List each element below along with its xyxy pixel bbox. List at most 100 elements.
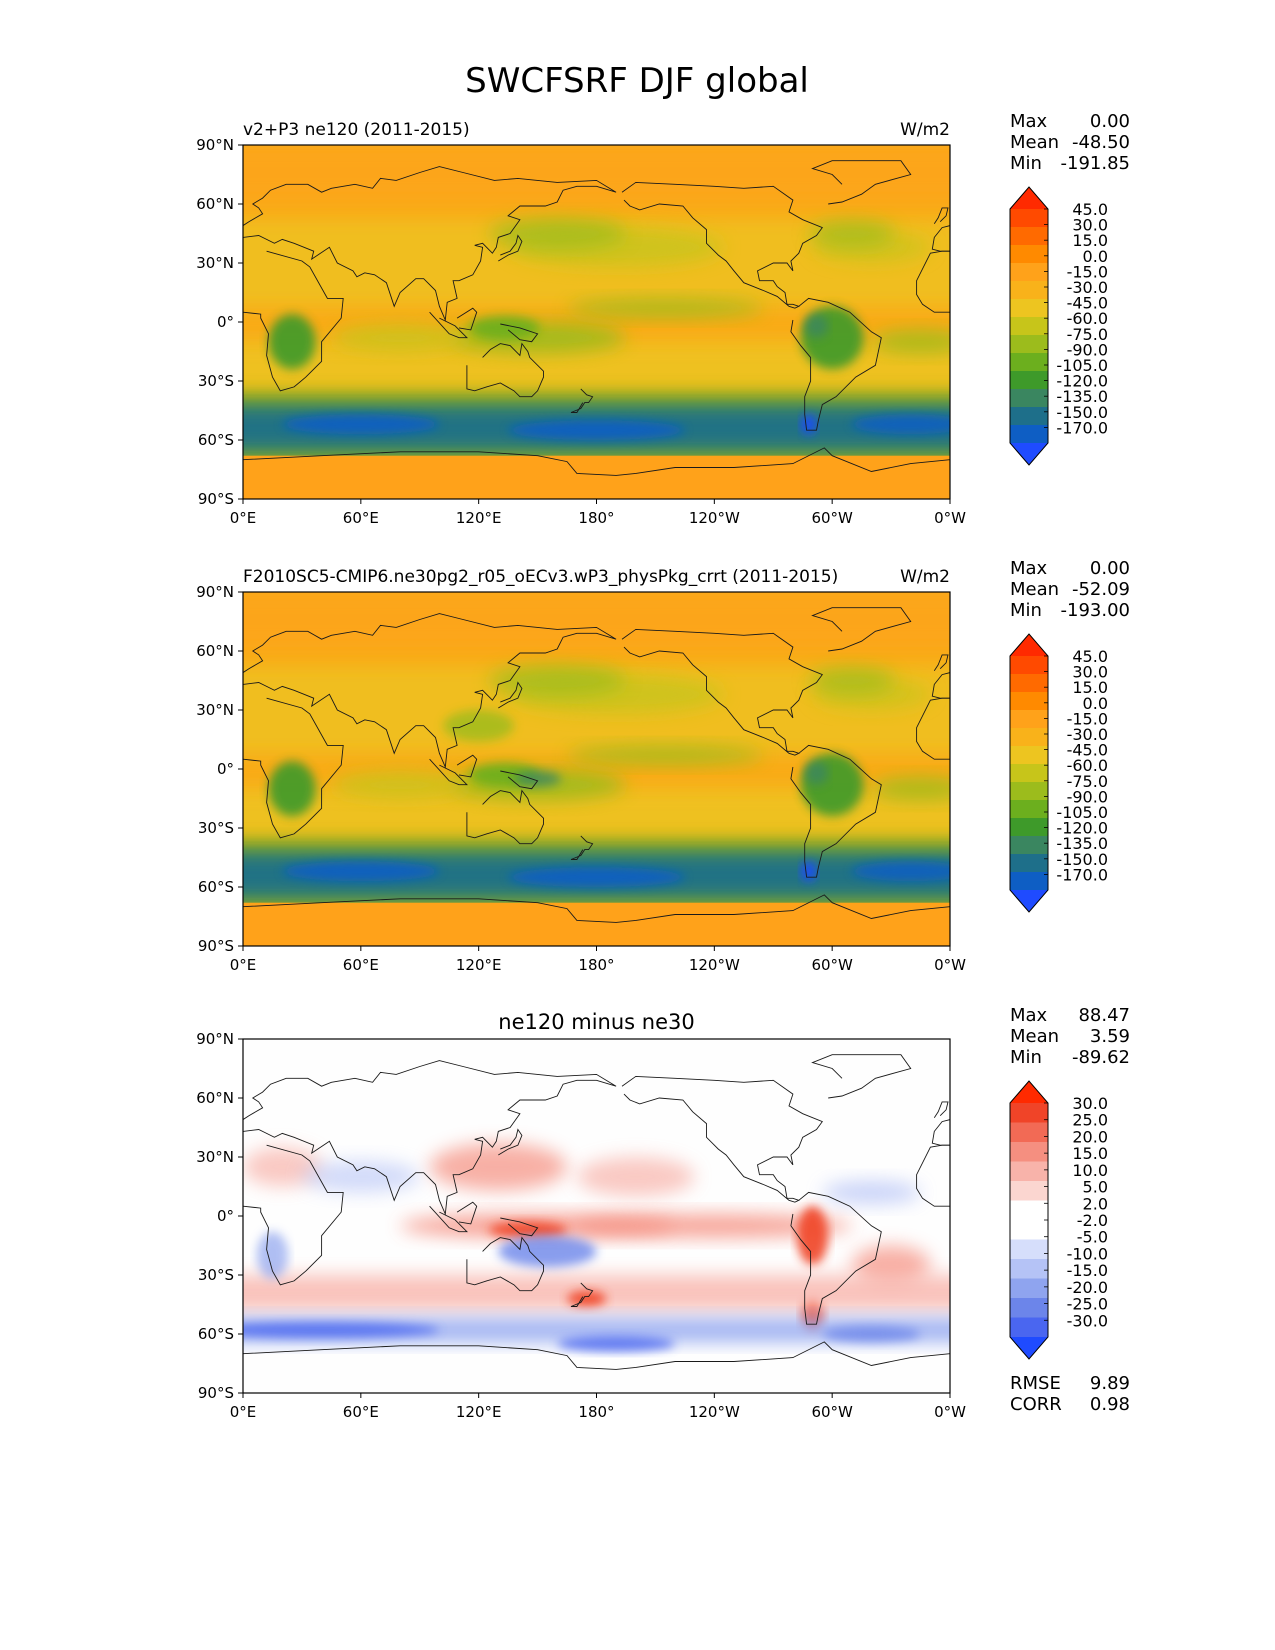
coastlines — [243, 1054, 950, 1370]
lat-tick-label: 60°S — [198, 1325, 234, 1343]
stat-value: -89.62 — [1072, 1047, 1130, 1068]
colorbar-label: -75.0 — [1067, 325, 1108, 344]
colorbar-segment — [1010, 800, 1048, 819]
colorbar-segment — [1010, 263, 1048, 282]
colorbar-label: 10.0 — [1072, 1161, 1108, 1180]
lat-tick-label: 60°S — [198, 431, 234, 449]
colorbar-segment — [1010, 764, 1048, 783]
colorbar-label: -105.0 — [1056, 803, 1108, 822]
colorbar-segment — [1010, 335, 1048, 354]
lat-tick-label: 60°N — [196, 1089, 234, 1107]
colorbar-label: -120.0 — [1056, 372, 1108, 391]
colorbar-extend-min — [1010, 1337, 1048, 1359]
panel-title: F2010SC5-CMIP6.ne30pg2_r05_oECv3.wP3_phy… — [243, 567, 838, 587]
stat-label: Max — [1010, 558, 1048, 579]
lat-tick-label: 0° — [217, 760, 234, 778]
lon-tick-label: 60°E — [343, 509, 379, 527]
colorbar-extend-min — [1010, 890, 1048, 912]
lon-tick-label: 120°E — [456, 509, 502, 527]
stat-value: -191.85 — [1061, 153, 1130, 174]
colorbar-segment — [1010, 1161, 1048, 1182]
lon-tick-label: 60°W — [811, 1403, 853, 1421]
colorbar-segment — [1010, 1103, 1048, 1123]
lon-tick-label: 60°E — [343, 1403, 379, 1421]
colorbar-label: -25.0 — [1067, 1295, 1108, 1314]
lat-tick-label: 30°S — [198, 372, 234, 390]
lat-tick-label: 0° — [217, 313, 234, 331]
colorbar-outline — [1009, 1080, 1049, 1360]
lat-tick-label: 60°N — [196, 642, 234, 660]
colorbar-segment — [1010, 1278, 1048, 1299]
colorbar-segment — [1010, 746, 1048, 765]
lon-tick-label: 60°W — [811, 956, 853, 974]
colorbar: 45.030.015.00.0-15.0-30.0-45.0-60.0-75.0… — [1009, 186, 1108, 466]
colorbar-segment — [1010, 209, 1048, 228]
colorbar-segment — [1010, 1122, 1048, 1143]
figure-title: SWCFSRF DJF global — [465, 61, 809, 101]
colorbar-label: -2.0 — [1077, 1211, 1108, 1230]
colorbar-label: 2.0 — [1083, 1194, 1108, 1213]
panel-title: v2+P3 ne120 (2011-2015) — [243, 120, 470, 140]
stat-label: Max — [1010, 1005, 1048, 1026]
stat-label: Min — [1010, 153, 1042, 174]
lat-tick-label: 30°S — [198, 819, 234, 837]
lon-tick-label: 0°W — [934, 509, 966, 527]
colorbar-label: 15.0 — [1072, 1144, 1108, 1163]
panels: v2+P3 ne120 (2011-2015) W/m2 90°N 60°N 30°N 0… — [196, 111, 1130, 1421]
stat-value: -52.09 — [1072, 579, 1130, 600]
lon-tick-label: 0°W — [934, 956, 966, 974]
colorbar-label: -30.0 — [1067, 1311, 1108, 1330]
lat-tick-label: 90°N — [196, 583, 234, 601]
colorbar-outline — [1009, 633, 1049, 913]
colorbar-label: 45.0 — [1072, 200, 1108, 219]
colorbar-segment — [1010, 674, 1048, 693]
lon-tick-label: 120°E — [456, 956, 502, 974]
colorbar-extend-min — [1010, 443, 1048, 465]
lat-tick-label: 0° — [217, 1207, 234, 1225]
colorbar-segment — [1010, 1298, 1048, 1318]
colorbar-label: -15.0 — [1067, 1261, 1108, 1280]
colorbar-segment — [1010, 1239, 1048, 1260]
colorbar-label: 0.0 — [1083, 247, 1108, 266]
lon-tick-label: 0°E — [230, 509, 257, 527]
colorbar-segment — [1010, 353, 1048, 372]
colorbar-label: 45.0 — [1072, 647, 1108, 666]
colorbar-extend-max — [1010, 1081, 1048, 1103]
map-panel-3: ne120 minus ne30 90°N 60°N 30°N 0° 30°S 60°S 90… — [196, 1005, 1130, 1421]
colorbar-segment — [1010, 389, 1048, 408]
colorbar-segment — [1010, 1220, 1048, 1240]
coastlines — [243, 160, 950, 476]
colorbar-segment — [1010, 782, 1048, 801]
colorbar-segment — [1010, 407, 1048, 426]
lon-tick-label: 0°W — [934, 1403, 966, 1421]
colorbar-segment — [1010, 710, 1048, 729]
colorbar-label: 30.0 — [1072, 663, 1108, 682]
colorbar-label: 25.0 — [1072, 1111, 1108, 1130]
lat-tick-label: 60°S — [198, 878, 234, 896]
colorbar-segment — [1010, 1142, 1048, 1162]
lat-tick-label: 90°S — [198, 937, 234, 955]
lon-tick-label: 0°E — [230, 1403, 257, 1421]
colorbar-label: -10.0 — [1067, 1244, 1108, 1263]
lon-tick-label: 180° — [578, 1403, 614, 1421]
colorbar-label: -30.0 — [1067, 278, 1108, 297]
colorbar-segment — [1010, 227, 1048, 246]
lon-tick-label: 120°W — [689, 1403, 740, 1421]
colorbar-label: -135.0 — [1056, 834, 1108, 853]
map-panel-1: v2+P3 ne120 (2011-2015) W/m2 90°N 60°N 30°N 0… — [196, 111, 1130, 527]
colorbar-label: -90.0 — [1067, 340, 1108, 359]
colorbar-label: -45.0 — [1067, 294, 1108, 313]
colorbar-label: -5.0 — [1077, 1228, 1108, 1247]
stat-label: Mean — [1010, 1026, 1059, 1047]
lon-tick-label: 180° — [578, 509, 614, 527]
colorbar-extend-max — [1010, 187, 1048, 209]
panel-units: W/m2 — [900, 567, 950, 587]
colorbar-segment — [1010, 1259, 1048, 1279]
colorbar-label: -75.0 — [1067, 772, 1108, 791]
lat-tick-label: 90°S — [198, 1384, 234, 1402]
contour-field — [243, 592, 950, 946]
coastlines — [243, 607, 950, 923]
contour-field — [243, 1039, 950, 1393]
colorbar-label: -170.0 — [1056, 418, 1108, 437]
lat-tick-label: 30°N — [196, 1148, 234, 1166]
